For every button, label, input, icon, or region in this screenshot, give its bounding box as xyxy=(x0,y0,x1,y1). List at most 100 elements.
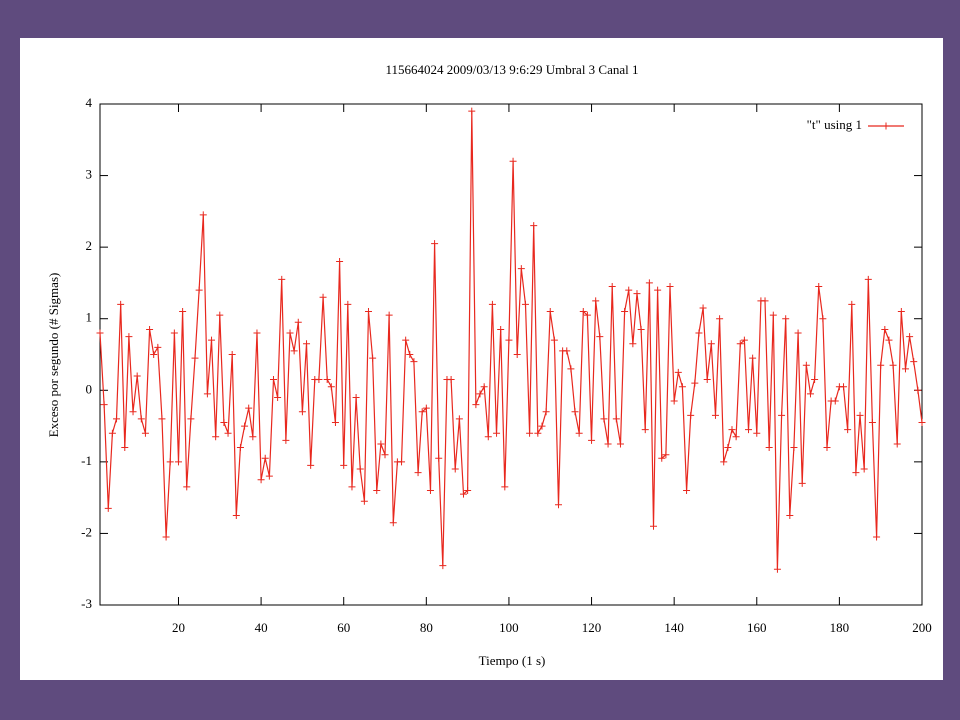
point-marker xyxy=(488,300,496,308)
point-marker xyxy=(406,351,414,358)
point-marker xyxy=(451,465,459,473)
point-marker xyxy=(592,297,600,305)
point-marker xyxy=(459,490,467,498)
point-marker xyxy=(881,325,889,333)
point-marker xyxy=(125,333,133,341)
point-marker xyxy=(100,401,108,409)
point-marker xyxy=(745,426,753,434)
point-marker xyxy=(906,333,914,341)
point-marker xyxy=(583,311,591,319)
point-marker xyxy=(612,415,620,423)
point-marker xyxy=(286,329,294,337)
point-marker xyxy=(749,354,757,362)
point-marker xyxy=(575,429,583,437)
point-marker xyxy=(740,336,748,344)
point-marker xyxy=(236,444,244,452)
point-marker xyxy=(517,265,525,273)
point-marker xyxy=(174,458,182,466)
point-marker xyxy=(319,293,327,301)
point-marker xyxy=(476,390,484,398)
point-marker xyxy=(819,315,827,323)
x-tick-label: 60 xyxy=(337,620,350,635)
point-marker xyxy=(447,376,455,384)
point-marker xyxy=(509,157,517,165)
point-marker xyxy=(778,411,786,419)
point-marker xyxy=(604,440,612,448)
point-marker xyxy=(579,308,587,316)
point-marker xyxy=(340,461,348,469)
legend-label: "t" using 1 xyxy=(807,117,862,132)
point-marker xyxy=(241,422,249,430)
point-marker xyxy=(658,454,666,462)
point-marker xyxy=(815,283,823,291)
x-tick-label: 140 xyxy=(664,620,684,635)
y-tick-label: -2 xyxy=(81,524,92,539)
point-marker xyxy=(910,358,918,366)
point-marker xyxy=(501,483,509,491)
y-tick-label: -1 xyxy=(81,453,92,468)
point-marker xyxy=(840,383,848,391)
point-marker xyxy=(724,444,732,452)
point-marker xyxy=(678,383,686,391)
point-marker xyxy=(331,418,339,426)
point-marker xyxy=(542,408,550,416)
point-marker xyxy=(104,504,112,512)
x-tick-label: 120 xyxy=(582,620,602,635)
point-marker xyxy=(769,311,777,319)
point-marker xyxy=(530,222,538,230)
point-marker xyxy=(220,418,228,426)
point-marker xyxy=(439,562,447,570)
point-marker xyxy=(868,418,876,426)
point-marker xyxy=(497,325,505,333)
y-tick-label: 3 xyxy=(86,167,93,182)
point-marker xyxy=(121,444,129,452)
point-marker xyxy=(414,469,422,477)
point-marker xyxy=(422,404,430,412)
point-marker xyxy=(315,376,323,384)
point-marker xyxy=(170,329,178,337)
point-marker xyxy=(290,347,298,355)
point-marker xyxy=(753,429,761,437)
point-marker xyxy=(645,279,653,287)
point-marker xyxy=(782,315,790,323)
point-marker xyxy=(844,426,852,434)
point-marker xyxy=(431,240,439,248)
point-marker xyxy=(687,411,695,419)
point-marker xyxy=(600,415,608,423)
x-axis-label: Tiempo (1 s) xyxy=(479,653,546,668)
point-marker xyxy=(373,486,381,494)
point-marker xyxy=(736,340,744,348)
point-marker xyxy=(253,329,261,337)
point-marker xyxy=(732,433,740,441)
point-marker xyxy=(224,429,232,437)
point-marker xyxy=(856,411,864,419)
point-marker xyxy=(823,444,831,452)
point-marker xyxy=(616,440,624,448)
point-marker xyxy=(327,383,335,391)
point-marker xyxy=(179,308,187,316)
point-marker xyxy=(852,469,860,477)
point-marker xyxy=(199,211,207,219)
point-marker xyxy=(790,444,798,452)
point-marker xyxy=(298,408,306,416)
point-marker xyxy=(150,351,158,358)
point-marker xyxy=(654,286,662,294)
point-marker xyxy=(621,308,629,316)
point-marker xyxy=(703,376,711,384)
point-marker xyxy=(633,290,641,298)
point-marker xyxy=(608,283,616,291)
point-marker xyxy=(464,486,472,494)
point-marker xyxy=(203,390,211,398)
point-marker xyxy=(187,415,195,423)
point-marker xyxy=(402,336,410,344)
point-marker xyxy=(158,415,166,423)
point-marker xyxy=(683,486,691,494)
point-marker xyxy=(555,501,563,509)
point-marker xyxy=(344,300,352,308)
point-marker xyxy=(505,336,513,344)
point-marker xyxy=(232,512,240,520)
point-marker xyxy=(212,433,220,441)
point-marker xyxy=(860,465,868,473)
point-marker xyxy=(249,433,257,441)
